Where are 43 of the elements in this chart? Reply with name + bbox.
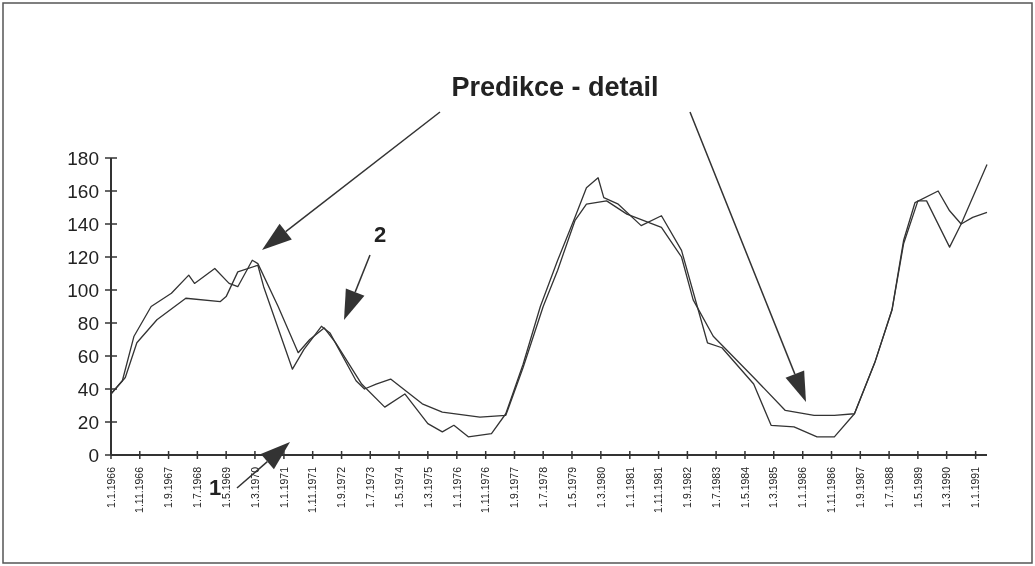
x-tick-label: 1.1.1966 <box>104 466 117 508</box>
x-tick-label: 1.9.1972 <box>335 466 348 508</box>
x-tick-label: 1.11.1966 <box>133 466 146 513</box>
y-tick-label: 60 <box>77 345 99 367</box>
x-tick-label: 1.3.1980 <box>594 466 607 508</box>
x-tick-label: 1.9.1977 <box>508 466 521 508</box>
y-tick-label: 180 <box>67 147 99 169</box>
y-tick-label: 20 <box>77 411 99 433</box>
x-tick-label: 1.1.1976 <box>450 466 463 508</box>
x-tick-label: 1.7.1978 <box>536 466 549 508</box>
x-tick-label: 1.9.1967 <box>162 466 175 508</box>
x-tick-label: 1.11.1981 <box>652 466 665 513</box>
annotation: 2 <box>373 222 387 247</box>
x-tick-label: 1.7.1968 <box>191 466 204 508</box>
y-tick-label: 140 <box>67 213 99 235</box>
x-tick-label: 1.11.1976 <box>479 466 492 513</box>
x-tick-label: 1.5.1984 <box>738 466 751 508</box>
y-tick-label: 120 <box>67 246 99 268</box>
x-tick-label: 1.1.1991 <box>969 466 982 508</box>
y-tick-label: 40 <box>77 378 99 400</box>
x-tick-label: 1.3.1975 <box>421 466 434 508</box>
chart-title: Predikce - detail <box>451 72 659 102</box>
x-tick-label: 1.1.1986 <box>796 466 809 508</box>
x-tick-label: 1.3.1990 <box>940 466 953 508</box>
x-tick-label: 1.7.1988 <box>882 466 895 508</box>
x-tick-label: 1.9.1987 <box>853 466 866 508</box>
x-tick-label: 1.9.1982 <box>681 466 694 508</box>
text: 1 <box>208 475 222 500</box>
x-tick-label: 1.3.1970 <box>248 466 261 508</box>
x-tick-label: 1.5.1974 <box>392 466 405 508</box>
x-tick-label: 1.5.1979 <box>565 466 578 508</box>
x-tick-label: 1.7.1983 <box>709 466 722 508</box>
y-tick-label: 100 <box>67 279 99 301</box>
x-tick-label: 1.1.1971 <box>277 466 290 508</box>
x-tick-label: 1.1.1981 <box>623 466 636 508</box>
y-tick-label: 80 <box>77 312 99 334</box>
x-tick-label: 1.11.1986 <box>825 466 838 513</box>
x-tick-label: 1.7.1973 <box>363 466 376 508</box>
x-tick-label: 1.3.1985 <box>767 466 780 508</box>
y-tick-label: 160 <box>67 180 99 202</box>
y-tick-label: 0 <box>88 444 99 466</box>
x-tick-label: 1.5.1989 <box>911 466 924 508</box>
x-tick-label: 1.11.1971 <box>306 466 319 513</box>
